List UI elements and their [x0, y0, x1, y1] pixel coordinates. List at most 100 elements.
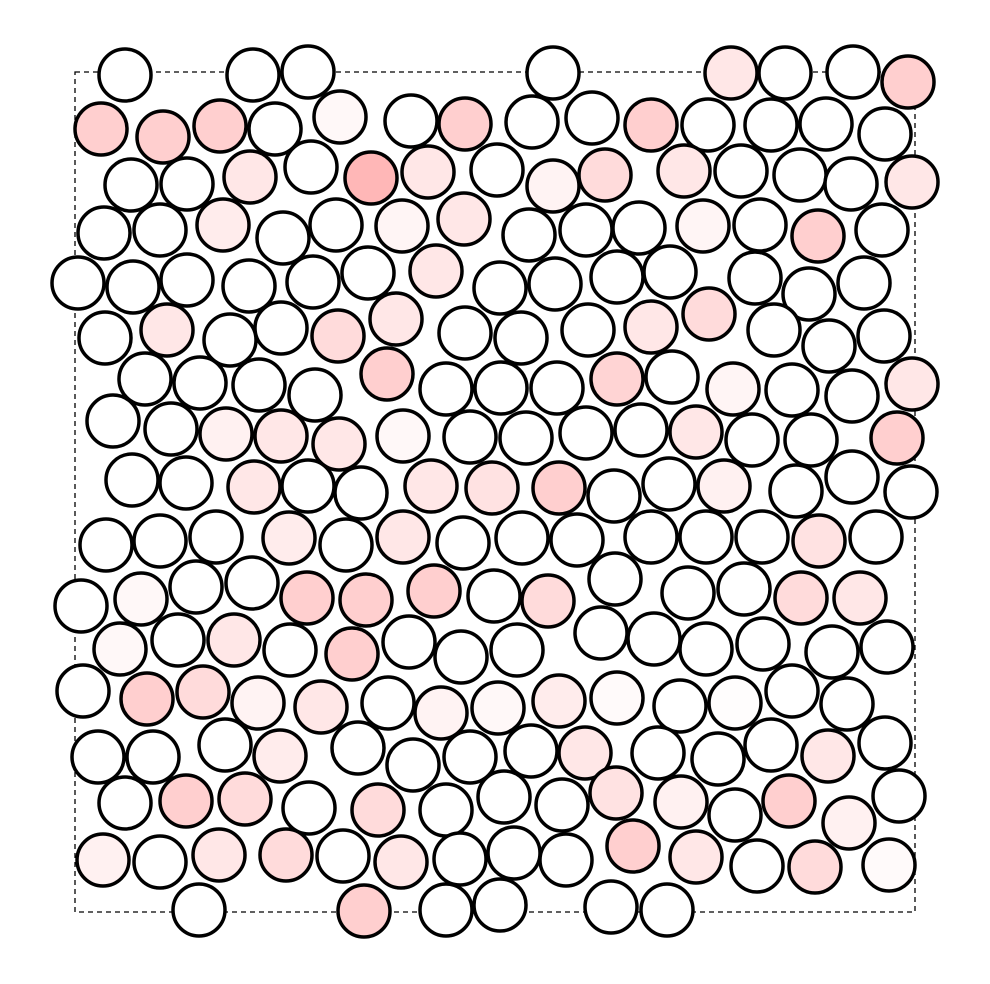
- disk: [315, 828, 371, 884]
- disk: [757, 45, 813, 101]
- disk: [418, 361, 474, 417]
- disk: [261, 510, 317, 566]
- disk: [75, 832, 131, 888]
- disk: [857, 106, 913, 162]
- disk: [783, 412, 839, 468]
- disk: [433, 629, 489, 685]
- disk: [360, 675, 416, 731]
- disk: [489, 622, 545, 678]
- disk: [716, 561, 772, 617]
- disk: [195, 197, 251, 253]
- disk: [825, 44, 881, 100]
- disk: [125, 729, 181, 785]
- disk: [262, 622, 318, 678]
- disk: [285, 254, 341, 310]
- disk: [804, 624, 860, 680]
- disk: [280, 458, 336, 514]
- disk: [630, 725, 686, 781]
- disk: [493, 310, 549, 366]
- disk: [824, 368, 880, 424]
- disk: [656, 143, 712, 199]
- disk: [293, 679, 349, 735]
- disk: [883, 464, 939, 520]
- disk: [231, 357, 287, 413]
- disk: [573, 605, 629, 661]
- disk: [442, 409, 498, 465]
- disk: [247, 101, 303, 157]
- disk: [206, 612, 262, 668]
- disk: [772, 147, 828, 203]
- disk: [857, 715, 913, 771]
- disk: [800, 728, 856, 784]
- disk: [558, 405, 614, 461]
- disk: [525, 45, 581, 101]
- disk: [253, 408, 309, 464]
- disk: [869, 410, 925, 466]
- disk: [279, 570, 335, 626]
- disk: [705, 361, 761, 417]
- disk: [801, 318, 857, 374]
- disk: [338, 572, 394, 628]
- disk: [139, 302, 195, 358]
- disk: [520, 573, 576, 629]
- disk: [255, 210, 311, 266]
- disk: [418, 782, 474, 838]
- disk: [821, 795, 877, 851]
- disk: [743, 717, 799, 773]
- disk: [132, 513, 188, 569]
- disk: [639, 882, 695, 938]
- disk: [53, 578, 109, 634]
- disk: [703, 45, 759, 101]
- disk: [681, 286, 737, 342]
- disk: [287, 367, 343, 423]
- disk: [330, 720, 386, 776]
- disk: [531, 673, 587, 729]
- disk: [498, 410, 554, 466]
- disk: [549, 512, 605, 568]
- disk: [791, 513, 847, 569]
- disk: [197, 717, 253, 773]
- disk: [318, 517, 374, 573]
- disk: [884, 356, 940, 412]
- disks: [50, 44, 940, 939]
- disk: [623, 299, 679, 355]
- disk: [781, 266, 837, 322]
- disk: [442, 729, 498, 785]
- disk: [92, 621, 148, 677]
- disk: [589, 249, 645, 305]
- disk: [119, 671, 175, 727]
- disk: [113, 571, 169, 627]
- disk: [312, 89, 368, 145]
- disk: [623, 97, 679, 153]
- disk: [790, 208, 846, 264]
- disk: [473, 360, 529, 416]
- disk: [375, 509, 431, 565]
- disk: [527, 256, 583, 312]
- disk: [678, 509, 734, 565]
- disk: [470, 680, 526, 736]
- disk: [764, 362, 820, 418]
- disk: [171, 882, 227, 938]
- disk: [78, 517, 134, 573]
- disk: [486, 825, 542, 881]
- disk: [848, 509, 904, 565]
- disk: [644, 349, 700, 405]
- disk: [191, 827, 247, 883]
- disk: [503, 723, 559, 779]
- disk: [557, 725, 613, 781]
- disk: [310, 308, 366, 364]
- disk: [856, 308, 912, 364]
- disk: [587, 551, 643, 607]
- disk: [605, 818, 661, 874]
- disk: [373, 834, 429, 890]
- disk: [832, 570, 888, 626]
- disk: [383, 93, 439, 149]
- disk: [469, 142, 525, 198]
- disk: [472, 260, 528, 316]
- disk: [168, 559, 224, 615]
- disk: [861, 837, 917, 893]
- disk: [623, 509, 679, 565]
- disk: [368, 291, 424, 347]
- disk: [859, 619, 915, 675]
- disk: [586, 468, 642, 524]
